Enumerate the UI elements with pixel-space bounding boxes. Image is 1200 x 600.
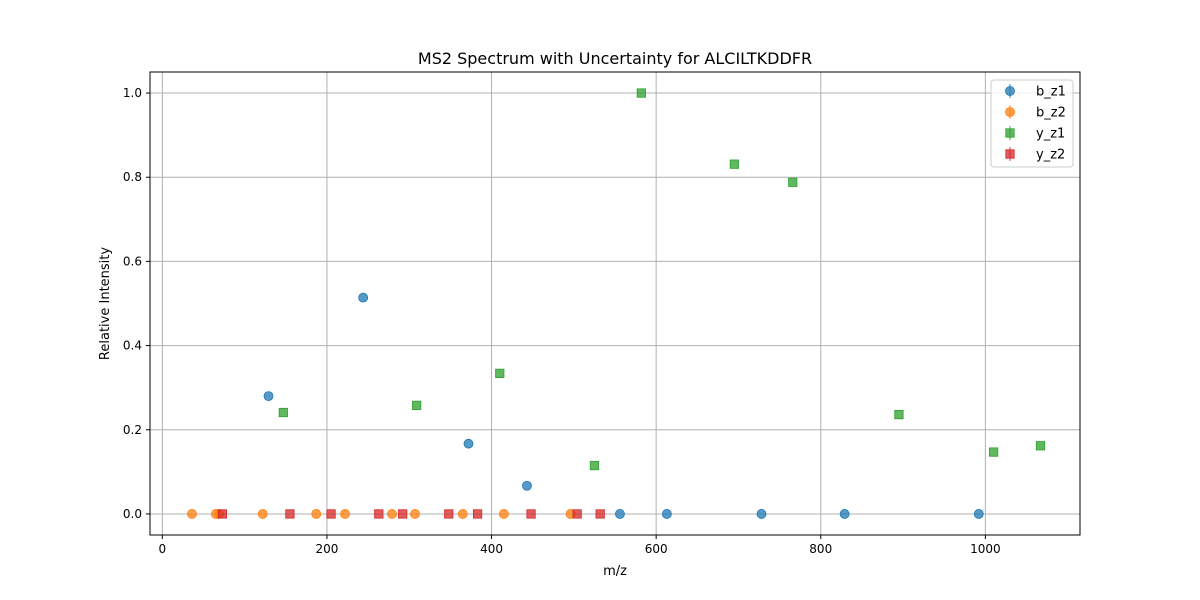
data-point-y-z2 — [444, 509, 454, 519]
y-axis-label: Relative Intensity — [98, 247, 113, 360]
data-point-y-z1 — [278, 407, 288, 418]
data-point-b-z2 — [498, 509, 509, 519]
data-point-y-z2 — [595, 509, 605, 519]
data-point-y-z1 — [636, 88, 646, 98]
data-point-b-z2 — [187, 509, 197, 519]
data-point-b-z1 — [358, 292, 369, 303]
data-markers — [187, 88, 1046, 519]
data-point-y-z1 — [988, 447, 999, 457]
chart-title: MS2 Spectrum with Uncertainty for ALCILT… — [418, 49, 812, 68]
plot-area-frame — [149, 71, 1081, 536]
y-tick-label: 0.0 — [123, 507, 142, 521]
data-point-b-z1 — [661, 509, 672, 519]
data-point-b-z2 — [410, 509, 420, 519]
legend-item-b-z2: b_z2 — [1005, 105, 1066, 121]
data-point-y-z2 — [374, 509, 384, 519]
data-point-y-z2 — [472, 509, 483, 519]
data-point-y-z2 — [326, 509, 336, 519]
data-point-y-z2 — [398, 509, 408, 519]
data-point-b-z1 — [615, 509, 625, 519]
legend-label: b_z2 — [1036, 106, 1066, 121]
data-point-y-z1 — [729, 159, 739, 169]
y-tick-label: 0.6 — [123, 254, 142, 268]
x-tick-label: 200 — [315, 542, 338, 556]
grid — [150, 72, 1080, 535]
data-point-b-z1 — [522, 480, 532, 491]
series-b-z1 — [263, 292, 984, 519]
y-tick-label: 0.8 — [123, 170, 142, 184]
data-point-y-z2 — [217, 509, 228, 519]
legend-item-y-z2: y_z2 — [1005, 147, 1065, 163]
data-point-y-z2 — [526, 509, 536, 519]
x-tick-label: 0 — [159, 542, 167, 556]
data-point-b-z2 — [387, 509, 397, 519]
x-tick-label: 1000 — [970, 542, 1001, 556]
data-point-y-z2 — [285, 509, 295, 519]
data-point-b-z1 — [463, 438, 474, 449]
data-point-y-z1 — [412, 400, 422, 410]
data-point-y-z1 — [1035, 441, 1046, 451]
data-point-b-z1 — [839, 509, 850, 519]
y-tick-label: 1.0 — [123, 86, 142, 100]
series-y-z2 — [217, 509, 605, 519]
legend-label: b_z1 — [1036, 85, 1066, 100]
legend-item-y-z1: y_z1 — [1005, 126, 1065, 142]
data-point-y-z2 — [572, 509, 582, 519]
legend-label: y_z2 — [1036, 148, 1065, 163]
legend: b_z1 b_z2 y_z1 y_z2 — [990, 79, 1074, 168]
data-point-b-z2 — [340, 509, 350, 519]
legend-marker-icon — [1005, 128, 1015, 138]
data-point-y-z1 — [788, 177, 798, 187]
data-point-b-z2 — [257, 509, 268, 519]
y-tick-label: 0.2 — [123, 423, 142, 437]
legend-label: y_z1 — [1036, 127, 1065, 142]
data-point-b-z1 — [263, 391, 274, 402]
legend-box — [990, 79, 1074, 168]
data-point-b-z2 — [311, 509, 322, 519]
axis-ticks: 0 200 400 600 800 1000 0.0 0.2 0.4 0.6 0.8 1.0 — [123, 86, 1001, 556]
legend-marker-icon — [1005, 149, 1015, 159]
x-tick-label: 400 — [480, 542, 503, 556]
legend-marker-icon — [1005, 107, 1015, 117]
legend-item-b-z1: b_z1 — [1005, 84, 1066, 100]
data-point-y-z1 — [495, 368, 505, 378]
legend-marker-icon — [1005, 86, 1015, 96]
data-point-b-z1 — [756, 509, 767, 519]
data-point-b-z1 — [973, 509, 984, 519]
x-tick-label: 800 — [809, 542, 832, 556]
data-point-y-z1 — [589, 460, 600, 471]
data-point-b-z2 — [457, 509, 468, 519]
x-axis-label: m/z — [603, 564, 627, 579]
x-tick-label: 600 — [645, 542, 668, 556]
y-tick-label: 0.4 — [123, 339, 142, 353]
series-y-z1 — [278, 88, 1046, 471]
data-point-y-z1 — [894, 410, 904, 420]
